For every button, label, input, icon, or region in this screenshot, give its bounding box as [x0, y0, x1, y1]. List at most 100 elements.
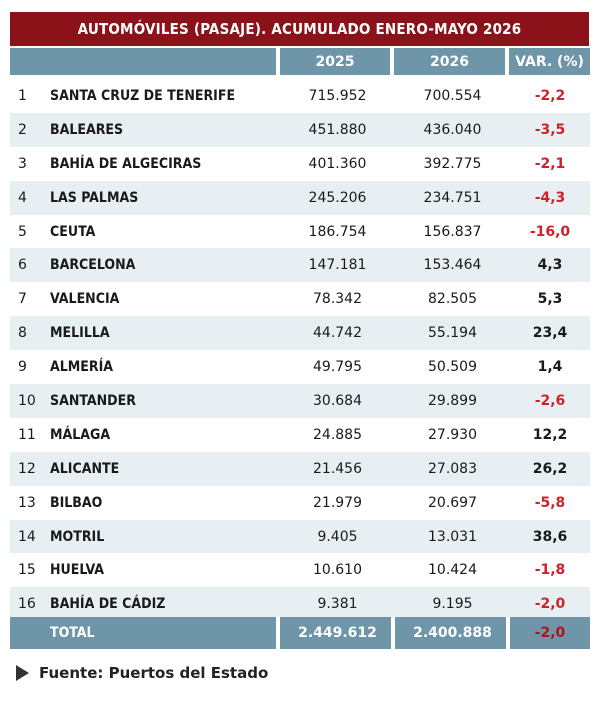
table-row: 8 MELILLA 44.742 55.194 23,4: [10, 316, 590, 351]
table-row: 11 MÁLAGA 24.885 27.930 12,2: [10, 418, 590, 452]
source-text: Fuente: Puertos del Estado: [39, 664, 269, 682]
port-name-cell: BAHÍA DE CÁDIZ: [50, 596, 166, 613]
value-2025-cell: 78.342: [313, 291, 362, 308]
variation-cell: 5,3: [537, 291, 563, 308]
variation-cell: 1,4: [537, 359, 563, 376]
value-2026-cell: 82.505: [428, 291, 477, 308]
table-title: AUTOMÓVILES (PASAJE). ACUMULADO ENERO-MA…: [10, 12, 589, 46]
port-name-cell: BAHÍA DE ALGECIRAS: [50, 155, 202, 172]
variation-cell: -5,8: [534, 494, 566, 511]
value-2025-cell: 147.181: [308, 257, 367, 274]
variation-cell: 23,4: [532, 325, 568, 342]
value-2025-cell: 44.742: [313, 325, 362, 342]
table-row: 9 ALMERÍA 49.795 50.509 1,4: [10, 350, 590, 384]
rank-cell: 3: [18, 155, 27, 172]
variation-cell: -2,1: [534, 155, 566, 172]
variation-cell: -4,3: [534, 189, 566, 206]
total-var: -2,0: [534, 625, 566, 641]
rank-cell: 6: [18, 257, 27, 274]
value-2026-cell: 20.697: [428, 494, 477, 511]
table-row: 13 BILBAO 21.979 20.697 -5,8: [10, 486, 590, 520]
rank-cell: 15: [18, 562, 36, 579]
rank-cell: 13: [18, 494, 36, 511]
variation-cell: -1,8: [534, 562, 566, 579]
table-row: 2 BALEARES 451.880 436.040 -3,5: [10, 112, 590, 147]
variation-cell: -2,2: [534, 87, 566, 104]
variation-cell: -3,5: [534, 121, 566, 138]
table-row: 3 BAHÍA DE ALGECIRAS 401.360 392.775 -2,1: [10, 147, 590, 181]
rank-cell: 5: [18, 223, 27, 240]
table-row: 6 BARCELONA 147.181 153.464 4,3: [10, 248, 590, 283]
total-2025: 2.449.612: [298, 625, 377, 641]
value-2025-cell: 401.360: [308, 155, 367, 172]
value-2026-cell: 234.751: [423, 189, 482, 206]
header-2025: 2025: [280, 48, 390, 75]
value-2026-cell: 156.837: [423, 223, 482, 240]
value-2026-cell: 13.031: [428, 528, 477, 545]
value-2026-cell: 50.509: [428, 359, 477, 376]
port-name-cell: MÁLAGA: [50, 426, 111, 443]
total-row: TOTAL 2.449.612 2.400.888 -2,0: [10, 617, 590, 649]
port-name-cell: HUELVA: [50, 562, 105, 579]
header-var: VAR. (%): [509, 48, 590, 75]
value-2026-cell: 27.083: [428, 460, 477, 477]
total-separator: [506, 617, 510, 649]
value-2025-cell: 21.456: [313, 460, 362, 477]
value-2026-cell: 392.775: [423, 155, 482, 172]
value-2026-cell: 153.464: [423, 257, 482, 274]
port-name-cell: ALICANTE: [50, 460, 120, 477]
table-row: 14 MOTRIL 9.405 13.031 38,6: [10, 519, 590, 554]
rank-cell: 1: [18, 87, 27, 104]
triangle-bullet-icon: [16, 665, 29, 681]
value-2025-cell: 9.381: [317, 596, 358, 613]
port-name-cell: MELILLA: [50, 325, 110, 342]
table-row: 5 CEUTA 186.754 156.837 -16,0: [10, 215, 590, 249]
value-2026-cell: 700.554: [423, 87, 482, 104]
total-label: TOTAL: [50, 625, 95, 641]
value-2026-cell: 9.195: [432, 596, 473, 613]
variation-cell: -16,0: [529, 223, 571, 240]
variation-cell: 4,3: [537, 257, 563, 274]
variation-cell: -2,6: [534, 392, 566, 409]
value-2025-cell: 24.885: [313, 426, 362, 443]
value-2025-cell: 245.206: [308, 189, 367, 206]
port-name-cell: CEUTA: [50, 223, 96, 240]
value-2025-cell: 451.880: [308, 121, 367, 138]
rank-cell: 16: [18, 596, 36, 613]
total-separator: [276, 617, 280, 649]
value-2025-cell: 30.684: [313, 392, 362, 409]
port-name-cell: MOTRIL: [50, 528, 105, 545]
rank-cell: 7: [18, 291, 27, 308]
rank-cell: 10: [18, 392, 36, 409]
rank-cell: 14: [18, 528, 36, 545]
port-name-cell: BILBAO: [50, 494, 103, 511]
value-2025-cell: 715.952: [308, 87, 367, 104]
port-name-cell: SANTA CRUZ DE TENERIFE: [50, 87, 236, 104]
rank-cell: 8: [18, 325, 27, 342]
port-name-cell: LAS PALMAS: [50, 189, 139, 206]
port-name-cell: SANTANDER: [50, 392, 136, 409]
variation-cell: -2,0: [534, 596, 566, 613]
value-2026-cell: 10.424: [428, 562, 477, 579]
value-2026-cell: 436.040: [423, 121, 482, 138]
table-row: 10 SANTANDER 30.684 29.899 -2,6: [10, 384, 590, 418]
port-name-cell: BARCELONA: [50, 257, 136, 274]
port-name-cell: BALEARES: [50, 121, 124, 138]
variation-cell: 26,2: [532, 460, 568, 477]
table-row: 1 SANTA CRUZ DE TENERIFE 715.952 700.554 -2,…: [10, 79, 590, 113]
table-body: 1 SANTA CRUZ DE TENERIFE 715.952 700.554 -2,…: [10, 79, 590, 622]
source-note: Fuente: Puertos del Estado: [16, 664, 268, 682]
rank-cell: 4: [18, 189, 27, 206]
value-2025-cell: 10.610: [313, 562, 362, 579]
variation-cell: 12,2: [532, 426, 568, 443]
value-2025-cell: 49.795: [313, 359, 362, 376]
total-separator: [391, 617, 395, 649]
table-row: 16 BAHÍA DE CÁDIZ 9.381 9.195 -2,0: [10, 587, 590, 622]
variation-cell: 38,6: [532, 528, 568, 545]
header-2026: 2026: [394, 48, 505, 75]
value-2026-cell: 29.899: [428, 392, 477, 409]
header-blank: [10, 48, 276, 75]
port-name-cell: ALMERÍA: [50, 359, 114, 376]
value-2025-cell: 21.979: [313, 494, 362, 511]
